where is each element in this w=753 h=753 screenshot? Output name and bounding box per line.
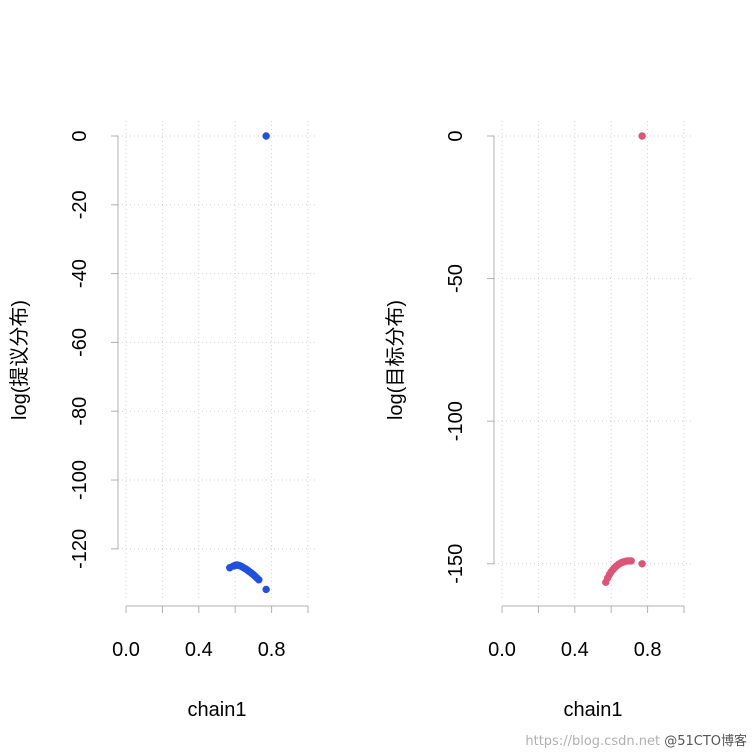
x-axis-label: chain1	[564, 699, 623, 721]
x-tick-label: 0.0	[488, 639, 516, 661]
y-axis-label: log(提议分布)	[8, 300, 31, 420]
y-tick-label: 0	[69, 130, 91, 141]
y-tick-label: -50	[445, 264, 467, 293]
y-tick-label: -120	[69, 529, 91, 569]
y-tick-label: -60	[69, 328, 91, 357]
y-tick-label: 0	[445, 130, 467, 141]
y-tick-label: -40	[69, 259, 91, 288]
watermark-url: https://blog.csdn.net	[525, 734, 661, 749]
x-tick-label: 0.0	[112, 639, 140, 661]
x-tick-label: 0.8	[634, 639, 662, 661]
data-point	[262, 585, 270, 594]
x-axis-label: chain1	[188, 699, 247, 721]
y-tick-label: -20	[69, 190, 91, 219]
watermark: https://blog.csdn.net @51CTO博客	[525, 730, 747, 749]
chart-panel-1: 0 -20 -40 -60 -80 -100 -120 0.0 0.4 0.8 chain1 log(…	[8, 121, 316, 721]
x-tick-label: 0.4	[561, 639, 589, 661]
data-point	[262, 132, 270, 140]
y-tick-label: -100	[69, 460, 91, 500]
y-axis-label: log(目标分布)	[384, 300, 407, 420]
y-tick-label: -100	[445, 401, 467, 441]
x-tick-label: 0.8	[258, 639, 286, 661]
y-tick-label: -80	[69, 397, 91, 426]
data-point	[255, 576, 263, 584]
data-point	[638, 560, 646, 568]
watermark-brand: @51CTO博客	[664, 734, 747, 749]
x-tick-label: 0.4	[185, 639, 213, 661]
y-tick-label: -150	[445, 544, 467, 584]
data-point	[627, 557, 635, 565]
data-point	[638, 132, 646, 140]
chart-panel-2: 0 -50 -100 -150 0.0 0.4 0.8 chain1 log(目标分布)	[384, 121, 692, 721]
